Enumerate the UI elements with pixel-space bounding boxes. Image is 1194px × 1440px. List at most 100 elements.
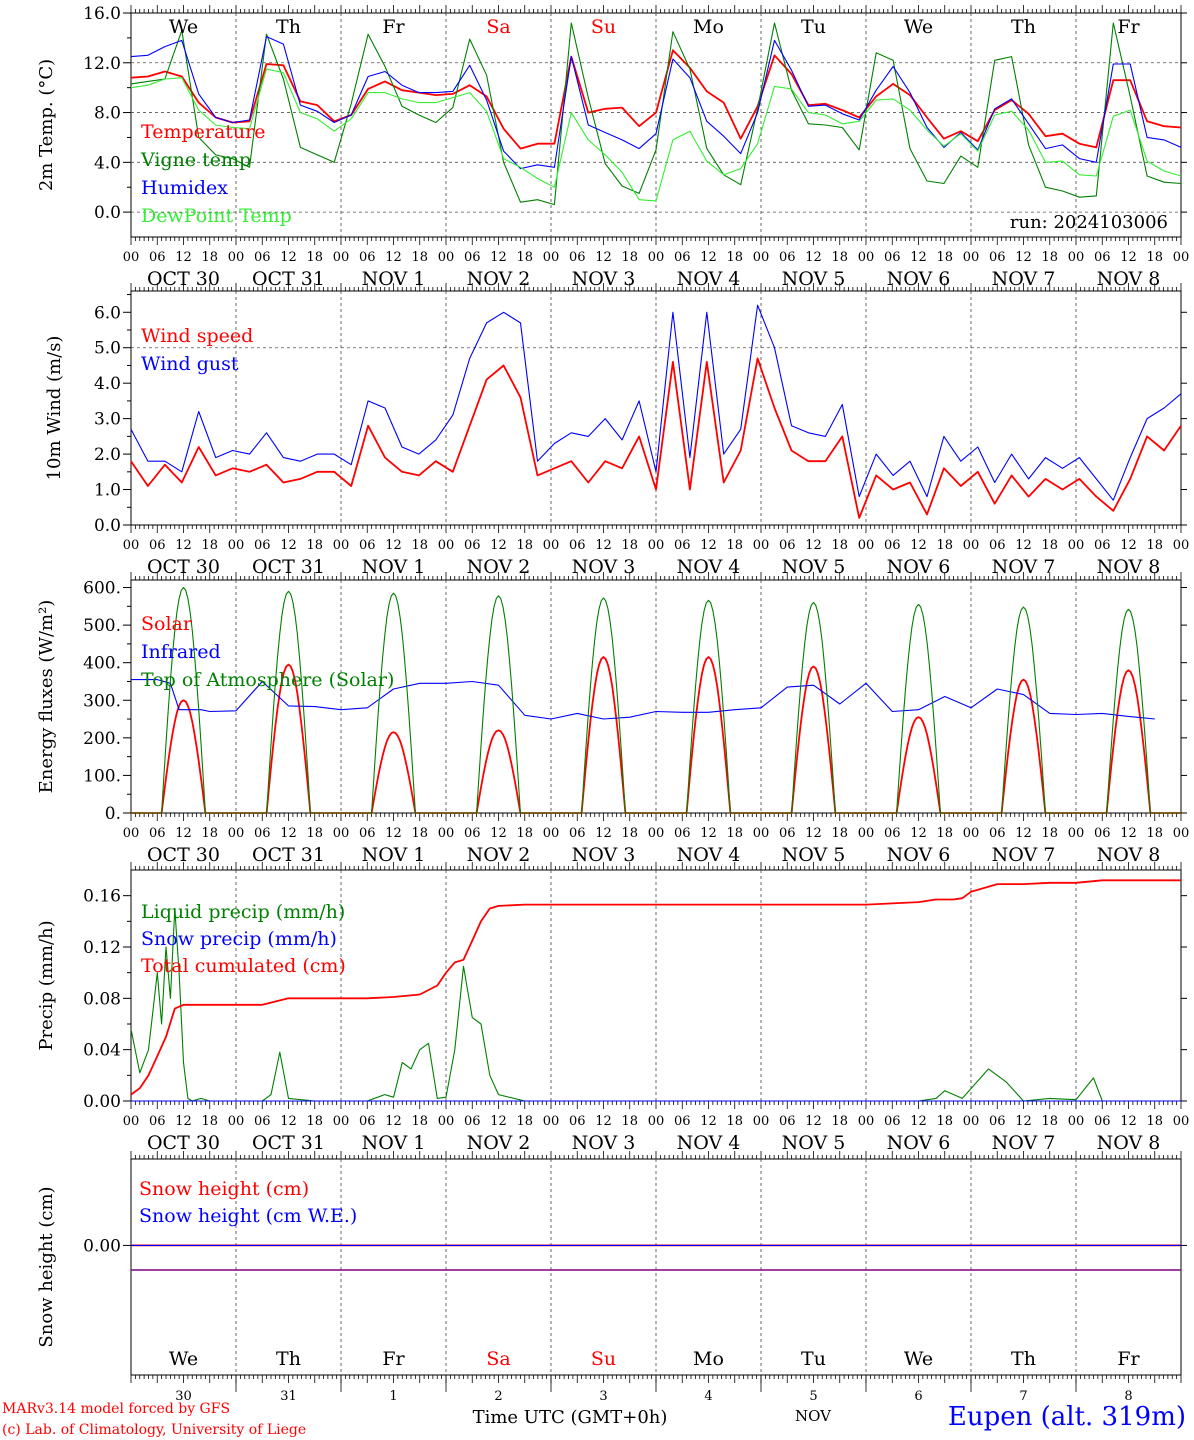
weekday-label-top: Th xyxy=(1011,16,1036,38)
hour-label: 12 xyxy=(280,1114,297,1129)
hour-label: 00 xyxy=(963,1114,980,1129)
hour-label: 06 xyxy=(149,1114,166,1129)
hour-label: 00 xyxy=(438,538,455,553)
hour-label: 00 xyxy=(123,250,140,265)
hour-label: 06 xyxy=(149,826,166,841)
date-label: NOV 2 xyxy=(467,556,531,578)
hour-label: 00 xyxy=(753,538,770,553)
date-label: NOV 7 xyxy=(992,844,1056,866)
date-label: NOV 3 xyxy=(572,1132,636,1154)
date-label: OCT 30 xyxy=(147,556,220,578)
hour-label: 18 xyxy=(621,538,638,553)
hour-label: 06 xyxy=(359,1114,376,1129)
hour-label: 00 xyxy=(648,826,665,841)
hour-label: 06 xyxy=(254,538,271,553)
date-label: NOV 5 xyxy=(782,268,846,290)
date-label: NOV 2 xyxy=(467,1132,531,1154)
series-line xyxy=(130,357,1182,519)
weekday-label-bottom: Tu xyxy=(801,1348,826,1370)
y-axis-label: Precip (mm/h) xyxy=(36,920,57,1050)
date-label: OCT 30 xyxy=(147,1132,220,1154)
date-label: NOV 5 xyxy=(782,844,846,866)
y-axis-label: 10m Wind (m/s) xyxy=(44,336,65,481)
date-label: NOV 4 xyxy=(677,1132,741,1154)
hour-label: 12 xyxy=(805,826,822,841)
weekday-label-top: Sa xyxy=(486,16,510,38)
hour-label: 06 xyxy=(359,538,376,553)
hour-label: 06 xyxy=(884,250,901,265)
hour-label: 18 xyxy=(936,538,953,553)
hour-label: 18 xyxy=(201,250,218,265)
hour-label: 00 xyxy=(228,1114,245,1129)
hour-label: 18 xyxy=(306,1114,323,1129)
hour-label: 06 xyxy=(674,1114,691,1129)
y-tick-label: 5.0 xyxy=(94,339,121,359)
y-tick-label: 600. xyxy=(83,579,121,599)
hour-label: 06 xyxy=(989,1114,1006,1129)
legend-entry: Snow height (cm W.E.) xyxy=(139,1205,357,1227)
hour-label: 06 xyxy=(359,250,376,265)
legend-entry: Infrared xyxy=(141,641,221,663)
y-tick-label: 8.0 xyxy=(94,104,121,124)
hour-label: 06 xyxy=(779,250,796,265)
hour-label: 00 xyxy=(333,826,350,841)
day-number: 7 xyxy=(1019,1389,1027,1404)
series-line xyxy=(130,304,1182,501)
hour-label: 00 xyxy=(1173,250,1190,265)
hour-label: 00 xyxy=(1068,826,1085,841)
date-label: OCT 31 xyxy=(252,556,325,578)
weekday-label-bottom: Sa xyxy=(486,1348,510,1370)
hour-label: 18 xyxy=(831,826,848,841)
hour-label: 00 xyxy=(648,250,665,265)
hour-label: 00 xyxy=(963,826,980,841)
date-label: NOV 4 xyxy=(677,268,741,290)
hour-label: 18 xyxy=(621,250,638,265)
y-tick-label: 16.0 xyxy=(83,4,121,24)
date-label: NOV 6 xyxy=(887,844,951,866)
day-number: 1 xyxy=(389,1389,397,1404)
hour-label: 12 xyxy=(1015,826,1032,841)
panel-1: 0.0 4.0 8.0 12.0 16.0 2m Temp. (°C) 00 06 12 18 00… xyxy=(36,4,1189,290)
date-label: NOV 2 xyxy=(467,268,531,290)
hour-label: 12 xyxy=(700,826,717,841)
y-tick-label: 2.0 xyxy=(94,445,121,465)
hour-label: 18 xyxy=(1041,538,1058,553)
hour-label: 12 xyxy=(910,826,927,841)
hour-label: 12 xyxy=(700,538,717,553)
hour-label: 06 xyxy=(569,1114,586,1129)
hour-label: 18 xyxy=(516,538,533,553)
legend-entry: Vigne temp xyxy=(140,149,251,171)
hour-label: 18 xyxy=(516,1114,533,1129)
weekday-label-top: We xyxy=(904,16,933,38)
hour-label: 12 xyxy=(385,1114,402,1129)
legend-entry: Humidex xyxy=(141,177,228,199)
hour-label: 12 xyxy=(595,538,612,553)
hour-label: 18 xyxy=(411,1114,428,1129)
weekday-label-bottom: Su xyxy=(591,1348,616,1370)
weekday-label-top: Su xyxy=(591,16,616,38)
date-label: NOV 3 xyxy=(572,556,636,578)
hour-label: 06 xyxy=(464,250,481,265)
hour-label: 12 xyxy=(805,1114,822,1129)
hour-label: 06 xyxy=(149,538,166,553)
weekday-label-bottom: We xyxy=(169,1348,198,1370)
date-label: OCT 30 xyxy=(147,844,220,866)
hour-label: 06 xyxy=(1094,250,1111,265)
hour-label: 12 xyxy=(175,538,192,553)
hour-label: 00 xyxy=(543,538,560,553)
hour-label: 00 xyxy=(1068,1114,1085,1129)
legend-entry: Wind speed xyxy=(141,325,253,347)
hour-label: 12 xyxy=(175,250,192,265)
hour-label: 18 xyxy=(411,538,428,553)
hour-label: 06 xyxy=(779,826,796,841)
date-label: NOV 3 xyxy=(572,268,636,290)
hour-label: 18 xyxy=(831,538,848,553)
panel-4: 0.00 0.04 0.08 0.12 0.16 Precip (mm/h) 00 06 12 1… xyxy=(36,862,1189,1154)
hour-label: 00 xyxy=(438,826,455,841)
hour-label: 12 xyxy=(1120,826,1137,841)
hour-label: 06 xyxy=(1094,826,1111,841)
hour-label: 18 xyxy=(831,1114,848,1129)
legend-entry: DewPoint Temp xyxy=(141,205,292,227)
hour-label: 00 xyxy=(228,538,245,553)
hour-label: 00 xyxy=(123,826,140,841)
